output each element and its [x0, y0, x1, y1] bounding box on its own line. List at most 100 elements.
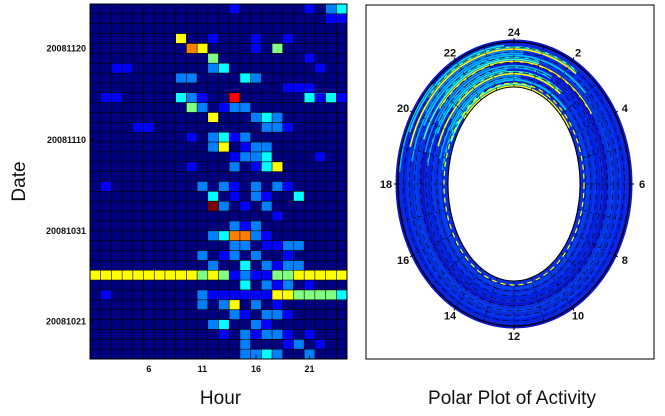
heatmap-cell — [218, 329, 230, 340]
heatmap-cell — [186, 102, 198, 113]
heatmap-cell — [239, 270, 251, 281]
heatmap-cell — [186, 43, 198, 54]
polar-activity-arc — [438, 60, 593, 115]
heatmap-cell — [272, 349, 283, 359]
heatmap-cell — [261, 142, 273, 152]
polar-tick-mark — [614, 254, 619, 258]
heatmap-cell — [250, 112, 262, 123]
heatmap-cell — [207, 132, 219, 143]
heatmap-cell — [293, 191, 305, 202]
heatmap-cell — [218, 289, 230, 300]
heatmap-cell — [239, 102, 251, 113]
heatmap-cell — [272, 280, 283, 290]
polar-tick-mark — [453, 306, 457, 311]
polar-spoke — [455, 267, 482, 308]
heatmap-cell — [229, 230, 240, 241]
polar-tick-label: 4 — [622, 103, 629, 115]
heatmap-cell — [207, 319, 219, 330]
heatmap-cell — [239, 339, 251, 350]
x-axis-label: Hour — [200, 388, 242, 409]
y-tick-label: 20081110 — [47, 135, 86, 145]
heatmap-cell — [207, 270, 219, 281]
heatmap-cell — [293, 260, 305, 271]
heatmap-cell — [229, 299, 240, 310]
heatmap-cell — [186, 161, 198, 172]
heatmap-cell — [272, 181, 283, 192]
polar-activity-arc — [442, 56, 540, 97]
heatmap-cell — [282, 260, 294, 271]
heatmap-cell — [272, 112, 283, 123]
heatmap-cell — [239, 240, 251, 251]
heatmap-cell — [207, 33, 219, 44]
heatmap-cell — [304, 53, 315, 64]
heatmap-cell — [304, 4, 315, 14]
heatmap-cell — [282, 250, 294, 261]
heatmap-cell — [314, 270, 326, 281]
heatmap-cell — [239, 289, 251, 300]
heatmap-cell — [207, 289, 219, 300]
heatmap-cell — [229, 240, 240, 251]
heatmap-cell — [229, 132, 240, 143]
heatmap-cell — [207, 142, 219, 152]
heatmap-cell — [239, 201, 251, 212]
heatmap-cell — [111, 92, 123, 103]
heatmap-cell — [261, 161, 273, 172]
heatmap-cell — [239, 329, 251, 340]
heatmap-cell — [304, 280, 315, 290]
heatmap-cell — [336, 13, 347, 24]
polar-center-hole — [447, 86, 581, 282]
polar-tick-label: 22 — [444, 47, 456, 59]
heatmap-cell — [325, 13, 337, 24]
heatmap-cell — [336, 92, 347, 103]
heatmap-cell — [239, 132, 251, 143]
heatmap-cell — [229, 102, 240, 113]
heatmap-cell — [336, 289, 347, 300]
heatmap-cell — [229, 92, 240, 103]
polar-tick-label: 20 — [397, 103, 409, 115]
heatmap-cell — [239, 280, 251, 290]
heatmap-cell — [197, 43, 208, 54]
heatmap-cell — [272, 329, 283, 340]
heatmap-cell — [325, 4, 337, 14]
heatmap-frame — [89, 3, 348, 360]
polar-tick-label: 18 — [380, 179, 392, 191]
heatmap-cell — [186, 132, 198, 143]
heatmap-cell — [229, 250, 240, 261]
heatmap-cell — [272, 309, 283, 320]
heatmap-cell — [314, 63, 326, 74]
heatmap-cell — [261, 349, 273, 359]
heatmap-cell — [282, 33, 294, 44]
heatmap-cell — [261, 289, 273, 300]
polar-tick-label: 16 — [397, 255, 409, 267]
heatmap-cell — [282, 339, 294, 350]
polar-tick-label: 2 — [575, 47, 581, 59]
heatmap-cell — [207, 201, 219, 212]
polar-activity-arc — [437, 64, 553, 122]
heatmap-cell — [100, 289, 112, 300]
heatmap-cell — [250, 349, 262, 359]
polar-spoke — [431, 83, 468, 116]
heatmap-cell — [325, 289, 337, 300]
heatmap-cell — [229, 181, 240, 192]
heatmap-cell — [293, 339, 305, 350]
heatmap-cell — [100, 270, 112, 281]
heatmap-cell — [175, 33, 187, 44]
heatmap-cell — [229, 151, 240, 162]
heatmap-cell — [229, 289, 240, 300]
polar-ring-band — [399, 42, 629, 326]
polar-activity-arc — [437, 72, 561, 147]
heatmap-cell — [272, 289, 283, 300]
polar-tick-label: 8 — [622, 255, 628, 267]
heatmap-cell — [229, 191, 240, 202]
heatmap-cell — [154, 270, 165, 281]
polar-activity-arc — [423, 54, 587, 126]
heatmap-cell — [197, 250, 208, 261]
heatmap-cell — [250, 230, 262, 241]
y-tick-label: 20081120 — [46, 43, 86, 53]
polar-spoke — [455, 60, 482, 101]
polar-activity-arc — [426, 66, 552, 166]
heatmap-cell — [272, 122, 283, 133]
